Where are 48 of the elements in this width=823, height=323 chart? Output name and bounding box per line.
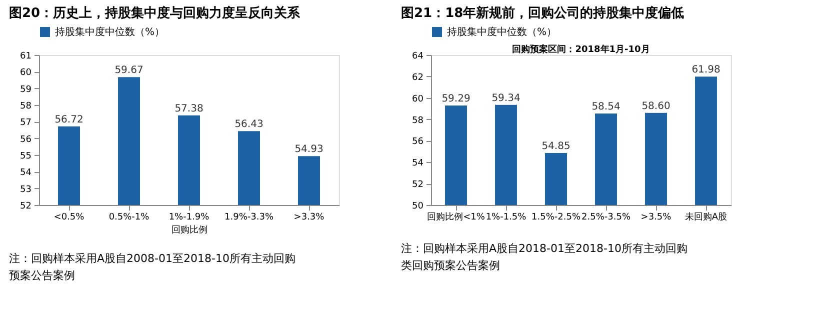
y-tick-label: 54 [412, 158, 424, 169]
x-tick-label: <0.5% [54, 212, 85, 222]
text: 注：回购样本采用A股自2018-01至2018-10所有主动回购类回购预案公告案例 [401, 242, 688, 272]
y-tick-label: 53 [20, 184, 32, 195]
text: 57.38 [174, 103, 204, 114]
chart-title: 图21：18年新规前，回购公司的持股集中度偏低 [401, 5, 684, 21]
y-tick-label: 56 [20, 134, 32, 145]
x-tick-label: 1%-1.9% [168, 212, 210, 222]
text: 56.72 [54, 114, 84, 126]
y-tick-label: 55 [20, 152, 32, 162]
x-tick-label: 0.5%-1% [108, 212, 150, 222]
y-tick-label: 59 [20, 84, 32, 95]
x-tick-label: 2.5%-3.5% [582, 212, 631, 222]
x-tick-label: 未回购A股 [684, 212, 728, 222]
y-tick-label: 56 [412, 137, 424, 148]
x-axis-title: 回购比例 [172, 224, 208, 236]
y-tick-label: 54 [20, 168, 32, 178]
text: 56.43 [234, 119, 264, 130]
x-tick-label: 1%-1.5% [486, 212, 527, 222]
text: 59.29 [442, 93, 470, 104]
chart-title: 图20：历史上，持股集中度与回购力度呈反向关系 [9, 5, 302, 21]
text: 58.54 [592, 102, 620, 112]
y-tick-label: 57 [20, 118, 32, 128]
y-tick-label: 58 [20, 102, 32, 112]
y-tick-label: 58 [412, 116, 424, 126]
text: 59.67 [114, 65, 144, 76]
y-tick-label: 61 [20, 52, 32, 62]
x-tick-label: >3.5% [640, 212, 672, 222]
text: 54.93 [294, 144, 324, 156]
y-tick-label: 60 [20, 68, 32, 78]
y-tick-label: 52 [412, 180, 424, 190]
text: 54.85 [542, 141, 570, 152]
text: 61.98 [692, 64, 720, 76]
text: 58.60 [642, 100, 670, 112]
x-tick-label: >3.3% [294, 212, 325, 222]
legend-label: 持股集中度中位数（%） [55, 26, 165, 38]
y-tick-label: 50 [412, 202, 424, 212]
x-tick-label: 回购比例<1% [427, 212, 486, 222]
legend-label: 持股集中度中位数（%） [447, 26, 557, 38]
x-tick-label: 1.5%-2.5% [532, 212, 581, 222]
text: 回购预案区间：2018年1月-10月 [512, 44, 650, 55]
x-tick-label: 1.9%-3.3% [224, 212, 274, 222]
y-tick-label: 52 [20, 202, 32, 212]
text: 注：回购样本采用A股自2008-01至2018-10所有主动回购预案公告案例 [9, 252, 296, 282]
y-tick-label: 60 [412, 94, 424, 104]
y-tick-label: 62 [412, 72, 424, 83]
y-tick-label: 64 [412, 52, 424, 62]
text: 59.34 [492, 92, 520, 104]
